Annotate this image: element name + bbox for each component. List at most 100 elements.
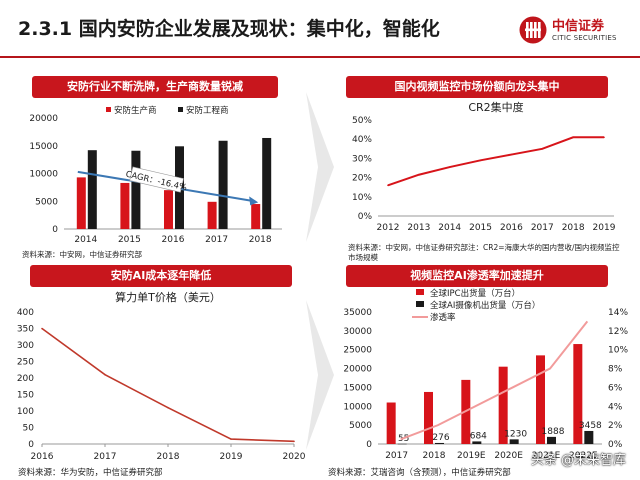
data-point: [418, 173, 420, 176]
panel-1-header: 安防行业不断洗牌，生产商数量锐减: [32, 76, 278, 98]
y-tick-label: 0: [366, 440, 372, 450]
legend-label: 全球IPC出货量（万台）: [430, 288, 520, 299]
data-point: [104, 373, 106, 376]
x-tick-label: 2022E: [569, 451, 598, 461]
y-tick-label: 250: [17, 358, 34, 368]
panel-2-source-line2: 市场规模: [348, 253, 378, 262]
cagr-box: [129, 166, 184, 193]
y-tick-label: 25000: [343, 346, 372, 356]
panel-3-source: 资料来源：华为安防，中信证券研究部: [18, 468, 163, 478]
bar-ipc: [424, 391, 433, 444]
y-tick-label: 0: [52, 225, 58, 235]
legend-swatch: [178, 107, 183, 112]
bar-ai-camera: [397, 443, 407, 445]
y-tick-label: 10000: [343, 402, 372, 412]
citic-logo-icon: [519, 16, 547, 44]
data-point: [603, 136, 605, 139]
bar-manufacturers: [164, 190, 173, 229]
y2-tick-label: 2%: [608, 421, 623, 431]
data-label: 3458: [579, 421, 602, 431]
bar-ai-camera: [584, 430, 594, 444]
data-point: [572, 136, 574, 139]
bar-ai-camera: [472, 441, 482, 444]
bar-manufacturers: [251, 204, 261, 229]
data-point: [541, 148, 544, 150]
bar-ipc: [573, 344, 583, 444]
y-tick-label: 200: [17, 374, 34, 384]
y-tick-label: 30000: [343, 327, 372, 337]
y-tick-label: 15000: [343, 383, 372, 393]
bar-ipc: [536, 355, 545, 444]
data-label: 684: [470, 431, 487, 441]
panel-4-source: 资料来源：艾瑞咨询（含预测），中信证券研究部: [328, 468, 511, 478]
bar-ipc: [386, 402, 396, 444]
bar-manufacturers: [207, 201, 217, 229]
data-label: 1888: [542, 427, 565, 437]
x-tick-label: 2012: [377, 223, 400, 233]
bar-manufacturers: [120, 182, 130, 229]
x-tick-label: 2018: [157, 452, 180, 462]
panel-2-header: 国内视频监控市场份额向龙头集中: [346, 76, 608, 98]
watermark: 头条 @未来智库: [530, 453, 626, 468]
bar-ai-camera: [509, 439, 519, 444]
x-tick-label: 2017: [205, 235, 228, 245]
bar-contractors: [262, 137, 272, 229]
legend-swatch: [416, 289, 424, 295]
bar-contractors: [218, 140, 228, 229]
logo-text-en: CITIC SECURITIES: [552, 34, 617, 42]
arrow-right-top: [306, 92, 334, 242]
bar-ipc: [498, 366, 508, 444]
legend-swatch: [416, 301, 424, 307]
citic-logo: 中信证券 CITIC SECURITIES: [516, 14, 626, 48]
data-point: [293, 440, 295, 443]
series-line-cr2: [387, 136, 604, 187]
y2-tick-label: 14%: [608, 308, 628, 318]
y-tick-label: 0%: [358, 212, 373, 222]
chart-title: 算力单T价格（美元）: [115, 290, 221, 304]
cagr-arrow-head: [249, 196, 259, 206]
arrow-right-bottom: [306, 300, 334, 450]
legend-label: 安防生产商: [114, 105, 157, 116]
x-tick-label: 2019E: [457, 451, 486, 461]
panel-4-header: 视频监控AI渗透率加速提升: [346, 265, 608, 287]
y-tick-label: 15000: [29, 142, 58, 152]
chart-cr2: CR2集中度 0% 10% 20% 30% 40% 50% 2012 2013 2014 2015 2…: [352, 100, 616, 233]
x-tick-label: 2016: [162, 235, 185, 245]
y-tick-label: 30%: [352, 154, 372, 164]
y-tick-label: 20000: [29, 114, 58, 124]
chart-ai-penetration: 0 5000 10000 15000 20000 25000 30000 35000 0% 2% 4…: [343, 288, 628, 461]
x-tick-label: 2019: [593, 223, 616, 233]
x-tick-label: 2021E: [532, 451, 561, 461]
y-tick-label: 20000: [343, 365, 372, 375]
data-point: [510, 153, 513, 156]
legend-label: 安防工程商: [186, 105, 229, 116]
y2-tick-label: 6%: [608, 383, 623, 393]
x-tick-label: 2017: [385, 451, 408, 461]
data-point: [387, 184, 389, 187]
data-label: 276: [432, 433, 449, 443]
bar-ai-camera: [547, 436, 556, 444]
bar-ai-camera: [435, 442, 444, 444]
data-point: [230, 438, 232, 440]
bar-manufacturers: [76, 177, 86, 229]
x-tick-label: 2017: [94, 452, 117, 462]
y2-tick-label: 4%: [608, 402, 623, 412]
chart-manufacturers: 0 5000 10000 15000 20000 2014 2015 2016 2017 2018…: [29, 105, 282, 245]
y-tick-label: 100: [17, 407, 34, 417]
x-tick-label: 2020: [283, 452, 306, 462]
chart-ai-cost: 算力单T价格（美元） 0 50 100 150 200 250 300 350 400 2016 20…: [17, 290, 306, 462]
series-line-price: [41, 327, 295, 443]
panel-2-source-line1: 资料来源：中安网，中信证券研究部注：CR2=海康大华的国内营收/国内视频监控: [348, 243, 620, 252]
y-tick-label: 35000: [343, 308, 372, 318]
x-tick-label: 2014: [74, 235, 97, 245]
panel-1-source: 资料来源：中安网，中信证券研究部: [22, 250, 142, 259]
x-tick-label: 2018: [562, 223, 585, 233]
data-point: [167, 406, 169, 409]
y-tick-label: 10000: [29, 170, 58, 180]
y-tick-label: 50: [23, 424, 35, 434]
y-tick-label: 5000: [35, 197, 58, 207]
series-line-penetration: [400, 320, 589, 441]
x-tick-label: 2015: [118, 235, 141, 245]
bar-contractors: [131, 150, 141, 229]
y-tick-label: 400: [17, 308, 34, 318]
